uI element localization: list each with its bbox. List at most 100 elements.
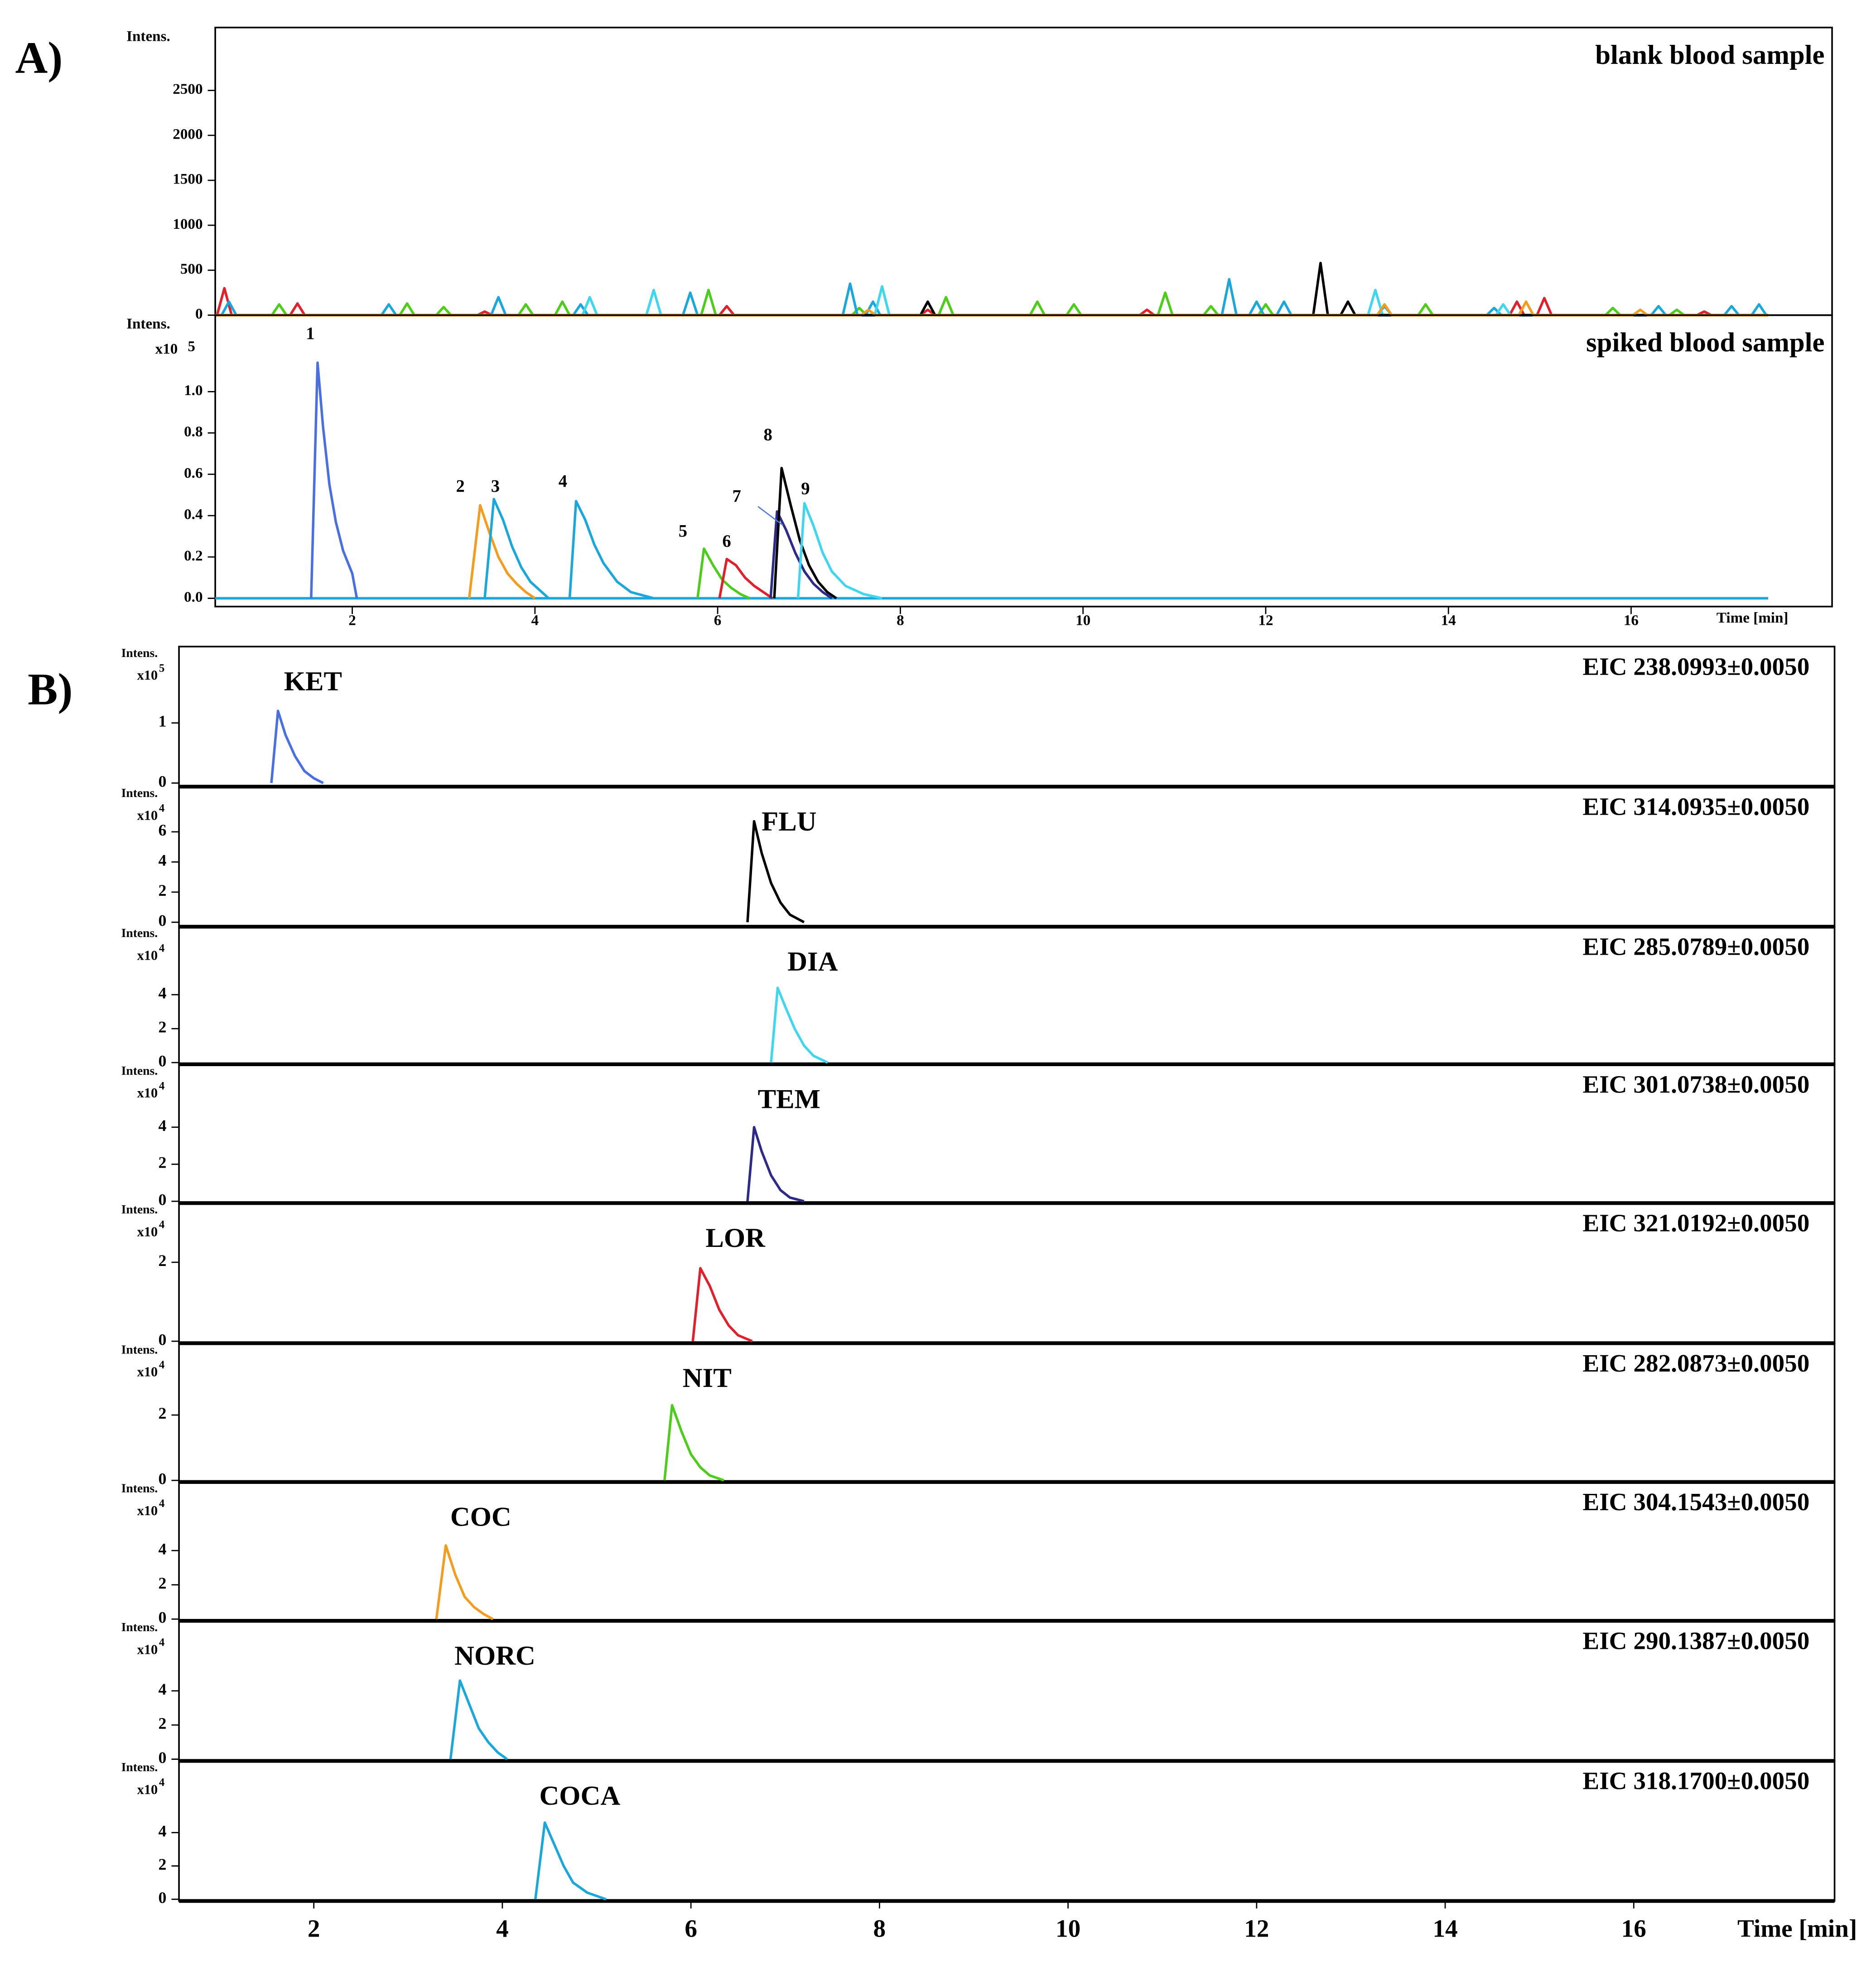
y-axis-label: Intens. <box>121 786 158 800</box>
y-tick-label: 0 <box>159 1609 167 1627</box>
x-tick-label: 14 <box>1441 612 1456 628</box>
panel-title: EIC 238.0993±0.0050 <box>1582 652 1809 680</box>
y-axis-label: Intens. <box>121 646 158 660</box>
chromatogram-trace <box>746 820 805 923</box>
x-tick-label: 2 <box>308 1914 320 1942</box>
y-tick-label: 4 <box>159 1540 167 1558</box>
x-tick-label: 8 <box>873 1914 886 1942</box>
plot-frame <box>214 314 1833 608</box>
compound-label: COCA <box>539 1781 620 1811</box>
x-tick-label: 6 <box>685 1914 697 1942</box>
x-tick-label: 8 <box>897 612 904 628</box>
y-axis-label: Intens. <box>121 1342 158 1356</box>
chromatogram-trace <box>534 1821 607 1901</box>
y-tick-label: 1000 <box>173 216 203 232</box>
x-tick-label: 14 <box>1432 1914 1457 1942</box>
peak-number: 8 <box>763 425 772 444</box>
y-tick-label: 4 <box>159 1680 167 1698</box>
chromatogram-trace <box>568 500 654 600</box>
y-multiplier: x10 <box>137 1085 158 1101</box>
chromatogram-trace <box>449 1679 508 1760</box>
y-tick-label: 0 <box>159 1469 167 1488</box>
y-tick-label: 0 <box>159 912 167 930</box>
y-tick-label: 2 <box>159 881 167 899</box>
chromatogram-trace <box>483 498 550 599</box>
compound-label: COC <box>450 1502 511 1532</box>
y-tick-label: 4 <box>159 851 167 869</box>
y-tick-label: 4 <box>159 984 167 1002</box>
y-multiplier: x10 <box>137 948 158 963</box>
x-tick-label: 2 <box>348 612 356 628</box>
y-exponent: 5 <box>188 338 195 355</box>
y-tick-label: 1.0 <box>184 382 203 399</box>
chromatogram-trace <box>435 1544 494 1620</box>
y-multiplier: x10 <box>137 1224 158 1240</box>
panel-letter: A) <box>15 33 63 83</box>
y-tick-label: 1 <box>159 712 167 730</box>
x-tick-label: 4 <box>496 1914 509 1942</box>
peak-number: 2 <box>456 477 464 496</box>
y-tick-label: 2000 <box>173 126 203 142</box>
y-tick-label: 0.4 <box>184 506 203 523</box>
x-axis-label: Time [min] <box>1737 1914 1857 1942</box>
y-multiplier: x10 <box>137 807 158 823</box>
peak-number: 3 <box>491 477 500 496</box>
panel-title: EIC 301.0738±0.0050 <box>1582 1070 1809 1098</box>
compound-label: DIA <box>787 947 838 977</box>
y-exponent: 4 <box>159 1637 164 1649</box>
y-tick-label: 4 <box>159 1822 167 1840</box>
y-tick-label: 0 <box>159 772 167 790</box>
y-axis-label: Intens. <box>121 1481 158 1495</box>
y-tick-label: 2 <box>159 1574 167 1592</box>
y-tick-label: 2 <box>159 1251 167 1270</box>
y-tick-label: 2 <box>159 1018 167 1036</box>
x-axis-label: Time [min] <box>1717 609 1788 626</box>
y-tick-label: 0.6 <box>184 464 203 481</box>
y-tick-label: 0 <box>159 1052 167 1070</box>
x-tick-label: 10 <box>1075 612 1090 628</box>
panel-letter: B) <box>28 665 72 715</box>
chromatogram-trace <box>270 710 324 784</box>
peak-number: 5 <box>679 522 687 541</box>
y-tick-label: 0 <box>159 1749 167 1767</box>
peak-number: 9 <box>801 479 810 498</box>
y-multiplier: x10 <box>137 1364 158 1380</box>
panel-title: EIC 285.0789±0.0050 <box>1582 933 1809 961</box>
y-axis-label: Intens. <box>126 28 170 44</box>
panel-title: EIC 282.0873±0.0050 <box>1582 1349 1809 1377</box>
panel-title: EIC 321.0192±0.0050 <box>1582 1209 1809 1237</box>
chromatogram-trace <box>310 361 358 599</box>
y-tick-label: 2500 <box>173 81 203 97</box>
y-multiplier: x10 <box>137 667 158 683</box>
chromatogram-trace <box>468 504 536 599</box>
y-tick-label: 4 <box>159 1116 167 1135</box>
panel-title: EIC 290.1387±0.0050 <box>1582 1627 1809 1655</box>
panel-title: EIC 318.1700±0.0050 <box>1582 1767 1809 1795</box>
y-tick-label: 0 <box>159 1190 167 1208</box>
y-exponent: 4 <box>159 1777 164 1789</box>
chromatogram-trace <box>773 467 837 599</box>
chromatogram-trace <box>796 502 883 600</box>
y-exponent: 4 <box>159 1080 164 1092</box>
x-tick-label: 10 <box>1056 1914 1080 1942</box>
chromatogram-trace <box>215 287 1768 317</box>
compound-label: NIT <box>683 1363 732 1393</box>
y-exponent: 4 <box>159 802 164 815</box>
compound-label: LOR <box>705 1223 766 1253</box>
compound-label: FLU <box>762 807 816 837</box>
chromatogram-trace <box>215 261 1768 317</box>
chromatogram-trace <box>691 1267 753 1343</box>
chromatogram-trace <box>663 1404 724 1482</box>
y-exponent: 4 <box>159 1359 164 1371</box>
y-axis-label: Intens. <box>121 1620 158 1634</box>
y-tick-label: 0 <box>195 305 203 322</box>
y-axis-label: Intens. <box>121 1760 158 1774</box>
chromatogram-trace <box>215 285 1768 317</box>
y-tick-label: 2 <box>159 1714 167 1732</box>
peak-number: 7 <box>732 487 741 506</box>
y-tick-label: 0.0 <box>184 589 203 605</box>
compound-label: TEM <box>758 1084 820 1115</box>
y-tick-label: 2 <box>159 1154 167 1172</box>
